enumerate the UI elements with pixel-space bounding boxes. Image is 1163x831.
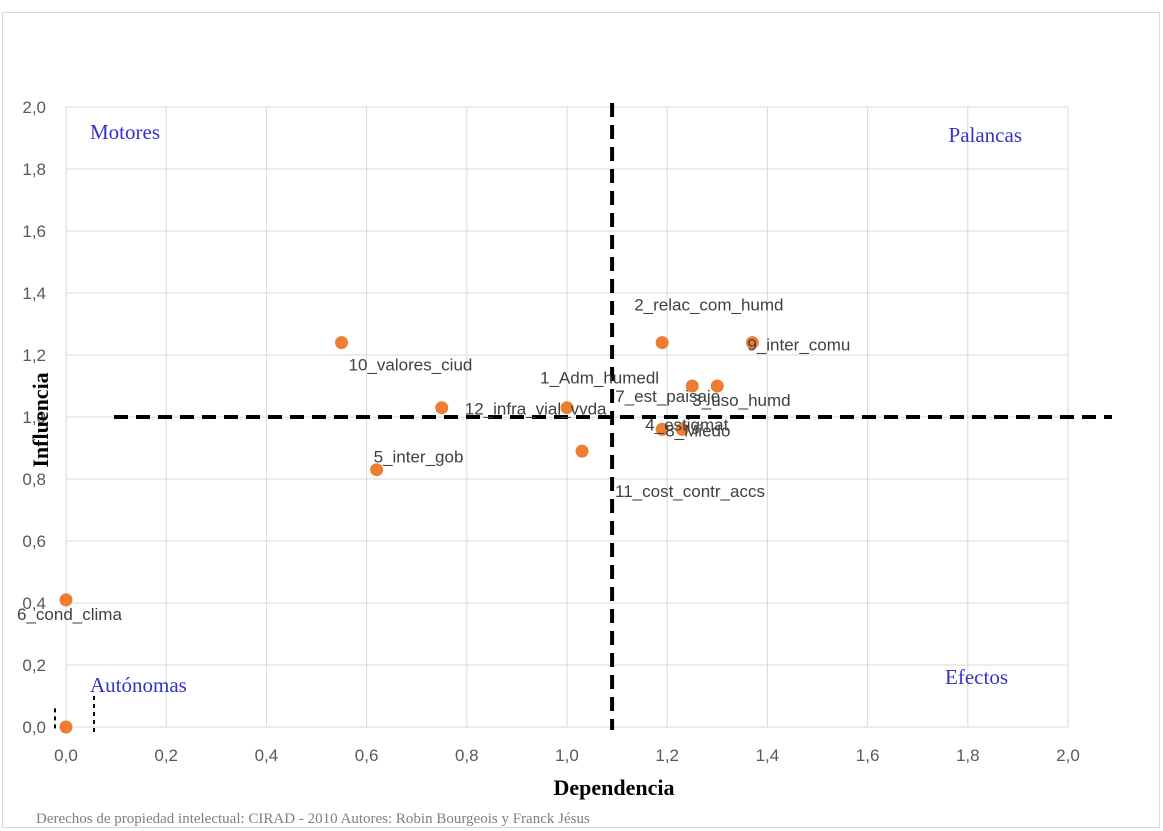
point-label: 9_inter_comu — [747, 336, 850, 355]
x-axis-ticks: 0,0 0,2 0,4 0,6 0,8 1,0 1,2 1,4 1,6 1,8 2,0 — [54, 746, 1080, 765]
x-tick-label: 1,4 — [756, 746, 780, 765]
x-tick-label: 0,8 — [455, 746, 479, 765]
y-axis-ticks: 0,0 0,2 0,4 0,6 0,8 1,0 1,2 1,4 1,6 1,8 2,0 — [22, 98, 46, 737]
y-tick-label: 1,0 — [22, 408, 46, 427]
y-tick-label: 0,4 — [22, 594, 46, 613]
x-tick-label: 2,0 — [1056, 746, 1080, 765]
point-label: 5_inter_gob — [374, 448, 464, 467]
x-tick-label: 0,0 — [54, 746, 78, 765]
data-points — [59, 336, 759, 734]
point-label: 12_infra_vial_vvda — [465, 400, 607, 419]
data-point — [435, 401, 449, 415]
data-point — [710, 379, 724, 393]
quadrant-label-autonomas: Autónomas — [90, 673, 187, 697]
point-label: 11_cost_contr_accs — [615, 482, 765, 501]
point-label: 8_Miedo — [665, 421, 730, 440]
threshold-lines — [54, 103, 1112, 733]
quadrant-label-palancas: Palancas — [949, 123, 1022, 147]
data-point — [370, 463, 384, 477]
data-point — [59, 720, 73, 734]
x-tick-label: 1,2 — [655, 746, 679, 765]
y-axis-title: Influencia — [28, 372, 53, 467]
point-labels: 1_Adm_humedl 2_relac_com_humd 3_uso_humd 4_… — [17, 296, 850, 624]
y-tick-label: 1,8 — [22, 160, 46, 179]
quadrant-label-motores: Motores — [90, 120, 160, 144]
copyright-credit: Derechos de propiedad intelectual: CIRAD… — [36, 811, 590, 827]
data-point — [685, 379, 699, 393]
x-tick-label: 1,8 — [956, 746, 980, 765]
point-label: 4_estigmat — [645, 415, 728, 434]
point-label: 6_cond_clima — [17, 605, 122, 624]
data-point — [560, 401, 574, 415]
data-point — [745, 336, 759, 350]
y-tick-label: 1,2 — [22, 346, 46, 365]
quadrant-label-efectos: Efectos — [945, 665, 1008, 689]
data-point — [655, 422, 669, 436]
data-point — [335, 336, 349, 350]
point-label: 3_uso_humd — [692, 391, 790, 410]
data-point — [655, 336, 669, 350]
x-tick-label: 1,0 — [555, 746, 579, 765]
y-tick-label: 0,8 — [22, 470, 46, 489]
x-tick-label: 0,6 — [355, 746, 379, 765]
data-point — [675, 422, 689, 436]
y-tick-label: 0,6 — [22, 532, 46, 551]
x-tick-label: 0,2 — [154, 746, 178, 765]
data-point — [575, 444, 589, 458]
x-axis-title: Dependencia — [554, 775, 675, 800]
point-label: 2_relac_com_humd — [634, 296, 783, 315]
quadrant-labels: Motores Palancas Autónomas Efectos — [90, 120, 1022, 697]
x-tick-label: 1,6 — [856, 746, 880, 765]
point-label: 1_Adm_humedl — [540, 369, 659, 388]
chart-frame — [2, 12, 1160, 828]
y-tick-label: 0,0 — [22, 718, 46, 737]
data-point — [59, 593, 73, 607]
point-label: 10_valores_ciud — [349, 356, 473, 375]
x-tick-label: 0,4 — [255, 746, 279, 765]
y-tick-label: 1,6 — [22, 222, 46, 241]
y-tick-label: 0,2 — [22, 656, 46, 675]
y-tick-label: 2,0 — [22, 98, 46, 117]
y-tick-label: 1,4 — [22, 284, 46, 303]
point-label: 7_est_paisaje — [615, 387, 720, 406]
